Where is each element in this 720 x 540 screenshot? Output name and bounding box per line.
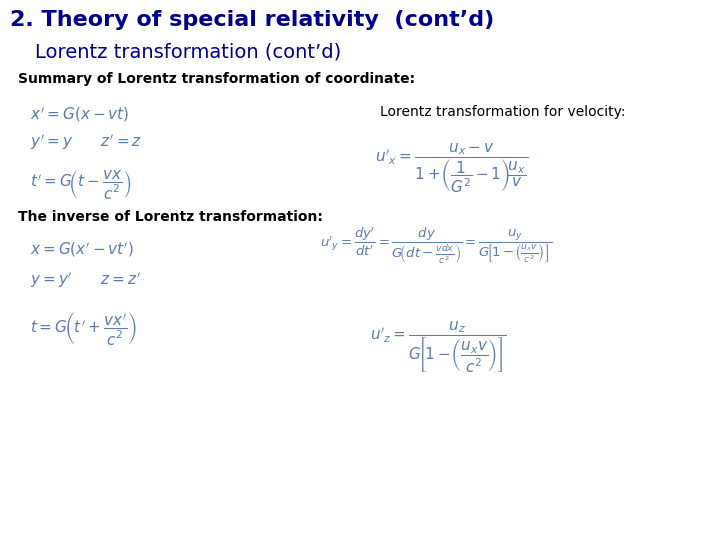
Text: $x' = G(x - vt)$: $x' = G(x - vt)$ — [30, 105, 130, 124]
Text: Lorentz transformation (cont’d): Lorentz transformation (cont’d) — [35, 42, 341, 61]
Text: $u'_z = \dfrac{u_z}{G\!\left[1 - \!\left(\dfrac{u_x v}{c^2}\right)\right]}$: $u'_z = \dfrac{u_z}{G\!\left[1 - \!\left… — [370, 320, 507, 375]
Text: Lorentz transformation for velocity:: Lorentz transformation for velocity: — [380, 105, 626, 119]
Text: Summary of Lorentz transformation of coordinate:: Summary of Lorentz transformation of coo… — [18, 72, 415, 86]
Text: $y' = y \quad\quad z' = z$: $y' = y \quad\quad z' = z$ — [30, 132, 142, 152]
Text: The inverse of Lorentz transformation:: The inverse of Lorentz transformation: — [18, 210, 323, 224]
Text: 2. Theory of special relativity  (cont’d): 2. Theory of special relativity (cont’d) — [10, 10, 494, 30]
Text: $t = G\!\left(t' + \dfrac{vx'}{c^2}\right)$: $t = G\!\left(t' + \dfrac{vx'}{c^2}\righ… — [30, 310, 137, 347]
Text: $x = G(x' - vt')$: $x = G(x' - vt')$ — [30, 240, 134, 259]
Text: $y = y' \quad\quad z = z'$: $y = y' \quad\quad z = z'$ — [30, 270, 141, 289]
Text: $u'_y = \dfrac{dy'}{dt'} = \dfrac{dy}{G\!\left(dt-\frac{vdx}{c^2}\right)} = \dfr: $u'_y = \dfrac{dy'}{dt'} = \dfrac{dy}{G\… — [320, 225, 552, 266]
Text: $u'_x = \dfrac{u_x - v}{1 + \!\left(\dfrac{1}{G^2}-1\right)\!\dfrac{u_x}{v}}$: $u'_x = \dfrac{u_x - v}{1 + \!\left(\dfr… — [375, 142, 528, 195]
Text: $t' = G\!\left(t - \dfrac{vx}{c^2}\right)$: $t' = G\!\left(t - \dfrac{vx}{c^2}\right… — [30, 168, 131, 201]
